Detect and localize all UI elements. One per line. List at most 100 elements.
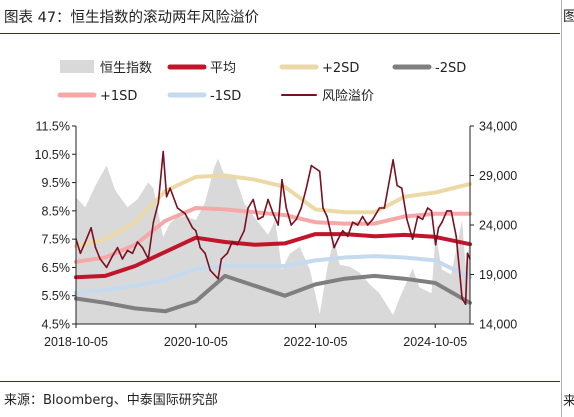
- page-edge-divider: [561, 0, 562, 417]
- y-right-tick-label: 19,000: [479, 268, 517, 282]
- premium-point: [231, 241, 233, 243]
- premium-point: [247, 207, 249, 209]
- premium-point: [184, 212, 186, 215]
- premium-point: [372, 218, 374, 221]
- legend-label-premium: 风险溢价: [322, 89, 374, 104]
- title-rule: [0, 33, 560, 34]
- premium-point: [346, 235, 349, 238]
- premium-point: [116, 246, 119, 249]
- premium-point: [295, 218, 298, 221]
- y-right-tick-label: 29,000: [479, 169, 517, 183]
- premium-point: [351, 221, 354, 223]
- y-left-tick-label: 10.5%: [35, 148, 70, 162]
- premium-point: [252, 198, 254, 201]
- premium-point: [121, 258, 124, 260]
- series-area-hsi: [76, 158, 470, 324]
- premium-point: [455, 235, 458, 238]
- series-line-mean: [74, 232, 472, 280]
- premium-point: [366, 224, 369, 226]
- legend-label-minus2sd: -2SD: [435, 61, 466, 76]
- x-tick-label: 2018-10-05: [44, 335, 108, 349]
- premium-point: [195, 229, 197, 232]
- premium-point: [426, 207, 429, 209]
- source-note: 来源：Bloomberg、中泰国际研究部: [4, 393, 218, 408]
- premium-point: [131, 252, 134, 255]
- premium-point: [300, 207, 303, 209]
- premium-point: [341, 229, 344, 232]
- premium-point: [421, 218, 424, 221]
- premium-point: [450, 210, 453, 212]
- series-line-plus2sd: [74, 173, 472, 249]
- legend-label-plus1sd: +1SD: [100, 89, 137, 104]
- premium-point: [333, 246, 335, 249]
- legend-label-plus2sd: +2SD: [322, 61, 359, 76]
- y-right-tick-label: 14,000: [479, 318, 517, 332]
- premium-point: [437, 227, 440, 229]
- premium-point: [392, 159, 394, 161]
- y-left-tick-label: 5.5%: [42, 289, 71, 303]
- premium-point: [236, 244, 239, 246]
- premium-point: [446, 210, 448, 212]
- adjacent-column-title-fragment: 图: [563, 9, 574, 25]
- y-left-tick-label: 9.5%: [42, 176, 71, 190]
- premium-point: [378, 207, 381, 209]
- premium-point: [105, 266, 108, 269]
- premium-point: [220, 258, 223, 260]
- x-tick-label: 2024-10-05: [403, 335, 467, 349]
- premium-point: [217, 277, 219, 280]
- legend-label-mean: 平均: [210, 61, 236, 76]
- premium-point: [147, 258, 150, 260]
- premium-point: [165, 195, 168, 198]
- premium-point: [199, 246, 201, 249]
- premium-point: [257, 218, 259, 221]
- y-left-tick-label: 4.5%: [42, 318, 71, 332]
- chart-legend: 恒生指数 平均 +2SD -2SD +1SD -1SD 风险溢价: [57, 60, 466, 104]
- premium-point: [136, 241, 139, 243]
- premium-point: [406, 218, 408, 221]
- premium-point: [90, 227, 92, 229]
- premium-point: [305, 187, 308, 189]
- premium-point: [361, 215, 364, 218]
- legend-label-hsi: 恒生指数: [100, 61, 152, 76]
- premium-point: [126, 249, 129, 252]
- premium-point: [277, 224, 280, 226]
- premium-point: [310, 164, 313, 167]
- premium-point: [441, 221, 443, 223]
- premium-point: [243, 229, 245, 232]
- premium-point: [430, 210, 433, 212]
- series-line-minus2sd: [74, 273, 472, 314]
- premium-point: [152, 221, 155, 223]
- figure-title: 图表 47：恒生指数的滚动两年风险溢价: [4, 10, 260, 26]
- premium-point: [157, 201, 160, 204]
- y-left-tick-label: 11.5%: [35, 120, 70, 134]
- x-tick-label: 2022-10-05: [283, 335, 347, 349]
- axes-layer: 4.5% 5.5% 6.5% 7.5% 8.5% 9.5% 10.5% 11.5% 14,000…: [35, 120, 518, 350]
- premium-point: [204, 252, 206, 255]
- premium-point: [356, 224, 359, 226]
- premium-point: [272, 212, 275, 215]
- premium-point: [285, 207, 288, 209]
- y-right-tick-label: 24,000: [479, 219, 517, 233]
- premium-point: [466, 252, 469, 255]
- premium-point: [111, 255, 114, 257]
- premium-point: [464, 303, 467, 306]
- premium-point: [434, 244, 437, 246]
- premium-point: [84, 241, 87, 243]
- premium-point: [326, 215, 328, 218]
- premium-point: [401, 187, 403, 189]
- premium-line-layer: [75, 150, 471, 306]
- premium-point: [411, 238, 414, 240]
- adjacent-column-source-fragment: 来: [563, 394, 574, 409]
- premium-point: [322, 207, 324, 209]
- hsi-area-layer: [76, 158, 470, 324]
- premium-point: [337, 238, 339, 240]
- premium-point: [459, 275, 461, 277]
- premium-point: [169, 187, 171, 189]
- premium-point: [383, 207, 386, 209]
- premium-point: [226, 252, 229, 255]
- premium-point: [162, 150, 164, 153]
- premium-point: [290, 224, 293, 226]
- premium-point: [396, 184, 398, 187]
- premium-point: [176, 207, 179, 209]
